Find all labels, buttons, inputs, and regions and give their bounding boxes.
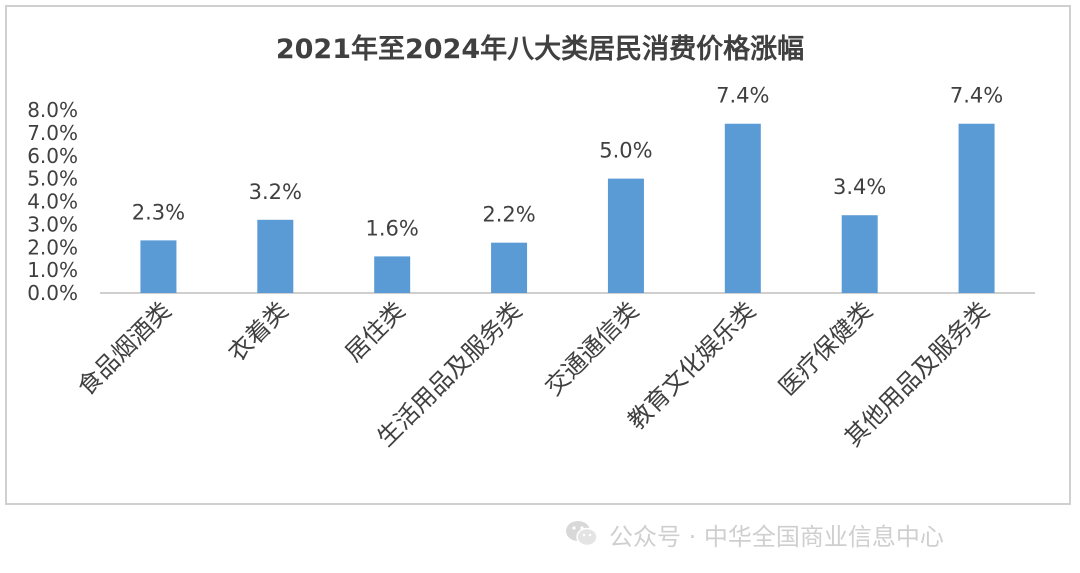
- data-label: 2.3%: [132, 200, 185, 224]
- x-tick-label: 食品烟酒类: [72, 296, 177, 401]
- y-tick-label: 8.0%: [27, 98, 78, 122]
- data-label: 3.2%: [249, 180, 302, 204]
- data-label: 7.4%: [716, 84, 769, 108]
- bar: [724, 123, 761, 293]
- data-labels-group: 2.3% 3.2% 1.6% 2.2% 5.0% 7.4% 3.4% 7.4%: [132, 84, 1003, 241]
- chart-frame: [5, 5, 1071, 505]
- y-tick-label: 5.0%: [27, 167, 78, 191]
- y-tick-label: 6.0%: [27, 144, 78, 168]
- y-tick-label: 2.0%: [27, 235, 78, 259]
- y-tick-label: 1.0%: [27, 258, 78, 282]
- y-tick-label: 7.0%: [27, 121, 78, 145]
- bar: [958, 123, 995, 293]
- bar: [607, 178, 644, 293]
- chart-title: 2021年至2024年八大类居民消费价格涨幅: [276, 33, 804, 65]
- y-tick-label: 3.0%: [27, 212, 78, 236]
- x-tick-label: 居住类: [340, 296, 411, 367]
- y-axis: 0.0%1.0%2.0%3.0%4.0%5.0%6.0%7.0%8.0%: [27, 98, 78, 305]
- y-tick-label: 0.0%: [27, 281, 78, 305]
- x-tick-label: 交通通信类: [540, 296, 645, 401]
- bar: [841, 215, 878, 293]
- data-label: 3.4%: [833, 175, 886, 199]
- bars-group: [140, 123, 995, 293]
- data-label: 7.4%: [950, 84, 1003, 108]
- data-label: 1.6%: [366, 216, 419, 240]
- x-tick-label: 教育文化娱乐类: [622, 296, 761, 435]
- wechat-icon: [566, 521, 598, 547]
- bar: [491, 242, 528, 293]
- x-tick-label: 衣着类: [223, 296, 294, 367]
- bar: [374, 256, 411, 293]
- y-tick-label: 4.0%: [27, 190, 78, 214]
- watermark-text: 公众号 · 中华全国商业信息中心: [609, 522, 944, 551]
- bar: [257, 219, 294, 293]
- data-label: 5.0%: [599, 139, 652, 163]
- data-label: 2.2%: [482, 203, 535, 227]
- watermark: 公众号 · 中华全国商业信息中心: [565, 512, 944, 556]
- bar: [140, 240, 177, 293]
- x-tick-label: 医疗保健类: [773, 296, 878, 401]
